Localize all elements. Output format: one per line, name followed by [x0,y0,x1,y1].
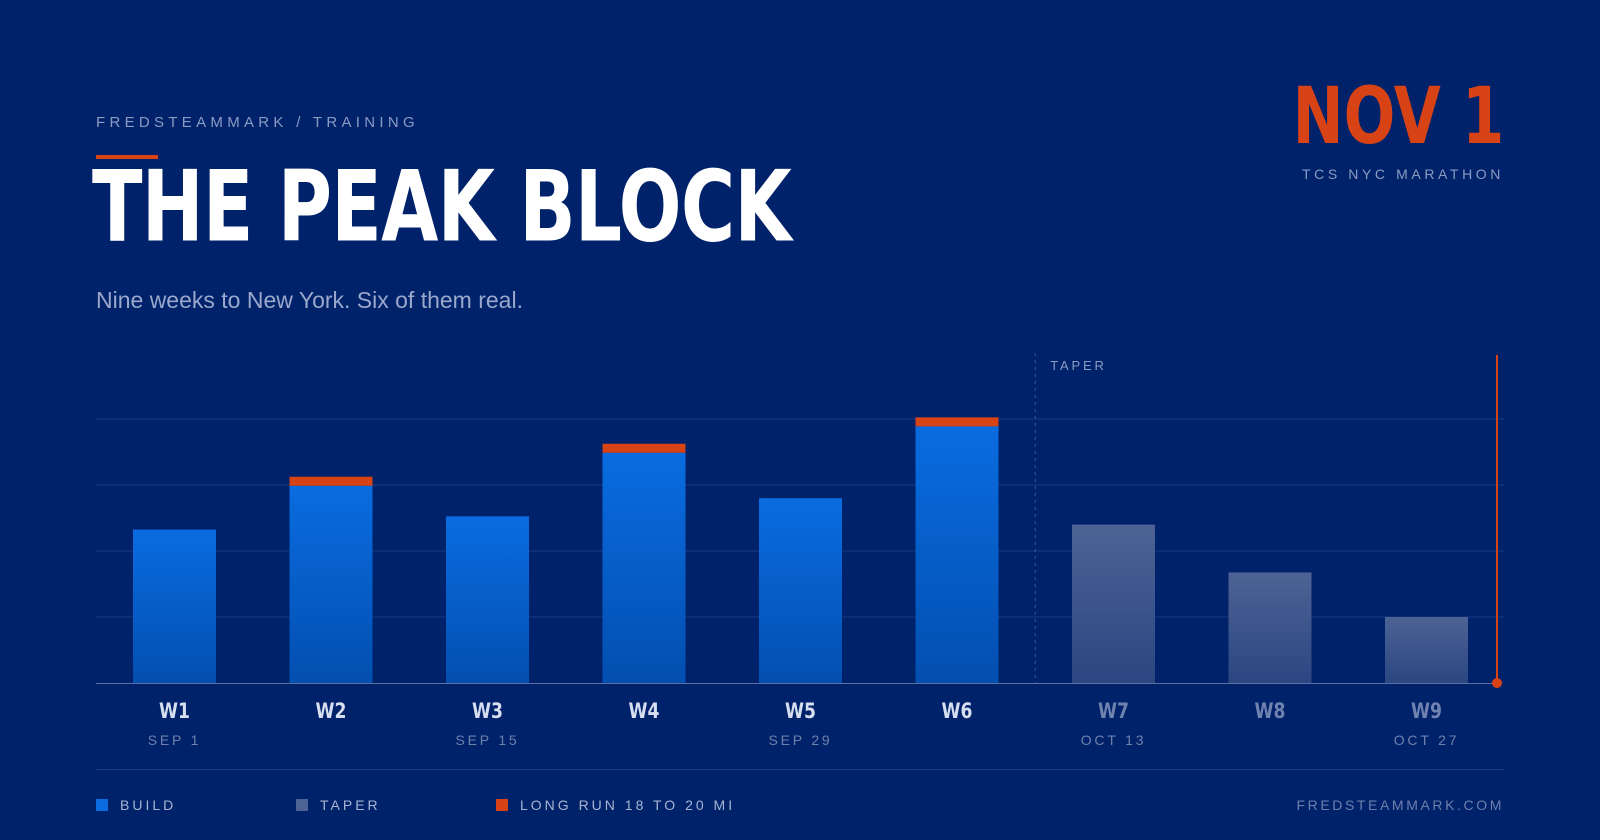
bar-w1 [133,529,216,683]
legend-label-taper: TAPER [320,797,381,813]
week-label: W3 [472,698,503,723]
week-label: W2 [316,698,347,723]
bar-w7 [1072,524,1155,683]
race-day-dot [1492,678,1502,688]
legend-swatch-build [96,799,108,811]
legend-item-build: BUILD [96,797,296,813]
bar-w5 [759,498,842,683]
date-label: OCT 13 [1081,732,1147,748]
taper-label: TAPER [1050,358,1106,373]
legend-label-build: BUILD [120,797,177,813]
accent-rule [96,155,158,159]
footer-url: FREDSTEAMMARK.COM [1296,797,1504,813]
footer-divider [96,769,1504,770]
bar-w9 [1385,617,1468,683]
page-subtitle: Nine weeks to New York. Six of them real… [96,287,523,313]
bar-w4 [602,452,686,683]
date-label: SEP 29 [768,732,832,748]
week-label: W7 [1098,698,1129,723]
bar-w3 [446,516,529,683]
legend-item-taper: TAPER [296,797,496,813]
bar-w6 [915,426,999,683]
legend-label-long-run: LONG RUN 18 TO 20 MI [520,797,736,813]
week-label: W5 [785,698,816,723]
legend-swatch-long-run [496,799,508,811]
race-name: TCS NYC MARATHON [1301,166,1504,182]
date-label: OCT 27 [1394,732,1460,748]
long-run-cap-w4 [602,443,686,453]
bar-w2 [289,485,373,683]
eyebrow-label: FREDSTEAMMARK / TRAINING [96,114,419,131]
long-run-cap-w6 [915,417,999,427]
race-date: NOV 1 [1292,72,1504,162]
week-label: W6 [942,698,973,723]
legend-item-long-run: LONG RUN 18 TO 20 MI [496,797,735,813]
date-label: SEP 1 [148,732,201,748]
week-label: W4 [629,698,660,723]
legend-swatch-taper [296,799,308,811]
long-run-cap-w2 [289,476,373,486]
page-title: THE PEAK BLOCK [92,149,792,264]
week-label: W8 [1255,698,1286,723]
chart-legend: BUILD TAPER LONG RUN 18 TO 20 MI [96,797,735,813]
bar-w8 [1228,572,1312,683]
week-label: W1 [159,698,190,723]
week-label: W9 [1411,698,1442,723]
date-label: SEP 15 [455,732,519,748]
